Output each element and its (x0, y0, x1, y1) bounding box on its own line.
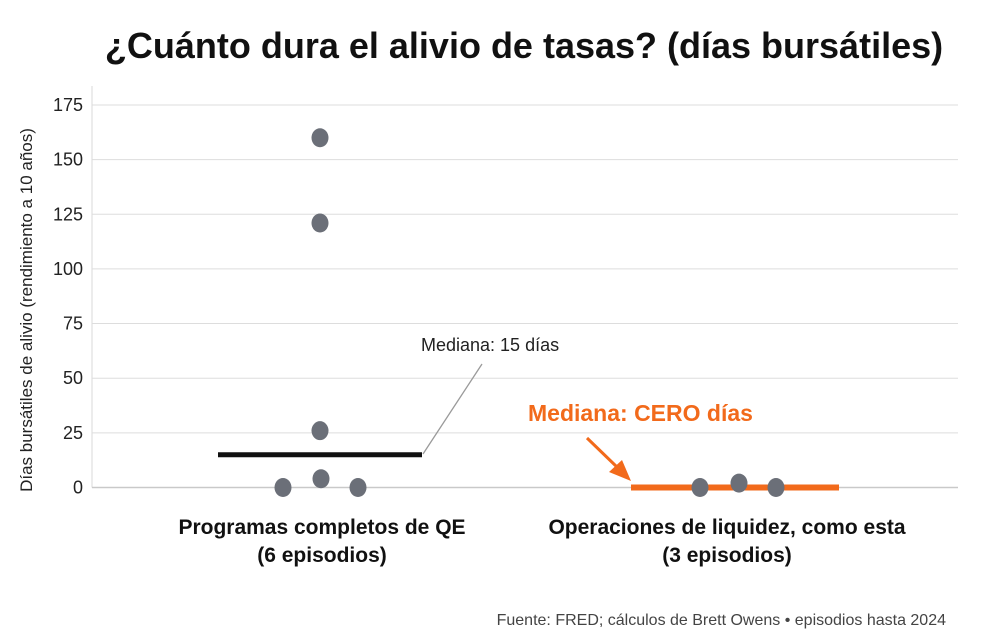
point-qe (312, 469, 330, 489)
point-qe (311, 128, 329, 148)
point-qe (311, 421, 329, 441)
y-tick-label: 125 (53, 204, 83, 224)
chart-title: ¿Cuánto dura el alivio de tasas? (días b… (105, 25, 943, 66)
category-label-liquidity: Operaciones de liquidez, como esta (548, 516, 905, 539)
point-liquidity (730, 473, 748, 493)
median-qe-leader-line (422, 363, 483, 455)
y-axis-label: Días bursátiles de alivio (rendimiento a… (17, 128, 36, 492)
median-liquidity-arrow (585, 436, 620, 470)
y-tick-label: 75 (63, 314, 83, 334)
point-liquidity (691, 478, 709, 497)
point-liquidity (767, 478, 785, 497)
median-liquidity-arrowhead (609, 460, 631, 481)
median-qe-label: Mediana: 15 días (421, 335, 559, 355)
y-tick-label: 25 (63, 423, 83, 443)
category-label-qe: Programas completos de QE (178, 516, 465, 539)
point-qe (274, 478, 292, 497)
y-tick-label: 0 (73, 478, 83, 498)
y-axis-ticks: 0 25 50 75 100 125 150 175 (53, 95, 83, 498)
annotations: Mediana: 15 días Mediana: CERO días (421, 335, 753, 481)
category-sublabel-qe: (6 episodios) (257, 544, 387, 567)
points (274, 128, 785, 497)
point-qe (311, 213, 329, 233)
y-tick-label: 50 (63, 368, 83, 388)
grid (91, 86, 958, 489)
median-liquidity-label: Mediana: CERO días (528, 400, 753, 426)
y-tick-label: 100 (53, 259, 83, 279)
y-tick-label: 150 (53, 150, 83, 170)
category-labels: Programas completos de QE (6 episodios) … (178, 516, 905, 567)
point-qe (349, 478, 367, 497)
source-note: Fuente: FRED; cálculos de Brett Owens • … (497, 612, 946, 629)
category-sublabel-liquidity: (3 episodios) (662, 544, 792, 567)
y-tick-label: 175 (53, 95, 83, 115)
